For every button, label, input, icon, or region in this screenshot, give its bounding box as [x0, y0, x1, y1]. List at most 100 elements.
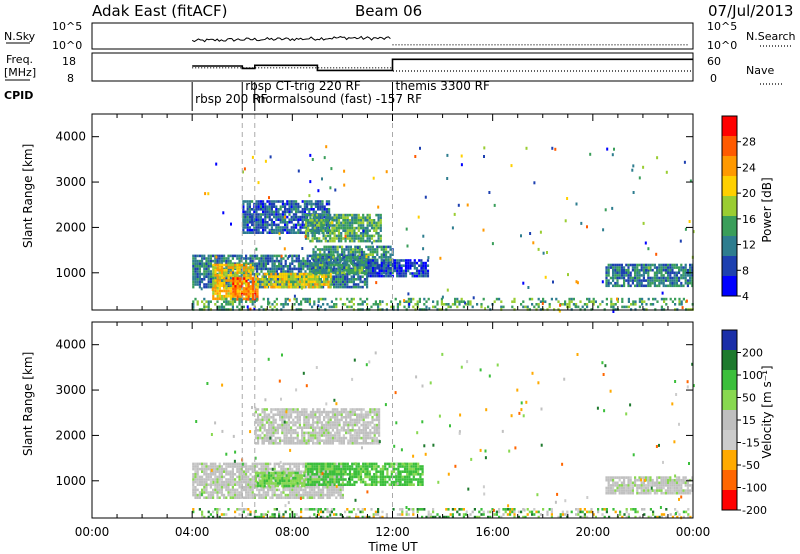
- data-cell-0: [328, 491, 331, 494]
- data-cell-4: [327, 261, 330, 264]
- data-cell-0: [337, 493, 340, 497]
- data-cell-0: [238, 491, 241, 494]
- scatter-cell: [457, 203, 460, 207]
- data-cell-6: [242, 221, 245, 224]
- data-cell-3: [316, 285, 319, 289]
- data-cell-9: [260, 305, 263, 309]
- data-cell-8: [649, 284, 652, 288]
- data-cell-1: [358, 436, 361, 440]
- data-cell-0: [280, 270, 283, 273]
- scatter-cell: [419, 146, 421, 150]
- data-cell-5: [378, 267, 381, 270]
- data-cell-0: [355, 283, 358, 286]
- data-cell-1: [257, 439, 260, 442]
- data-cell-7: [357, 219, 360, 222]
- data-cell-7: [307, 213, 310, 217]
- data-cell-0: [216, 254, 219, 258]
- data-cell-7: [355, 226, 358, 230]
- data-cell-0: [196, 496, 199, 499]
- data-cell-7: [351, 221, 354, 225]
- data-cell-0: [203, 480, 206, 484]
- data-cell-0: [271, 270, 274, 273]
- data-cell-0: [326, 493, 329, 497]
- data-cell-1: [227, 287, 230, 290]
- data-cell-1: [218, 279, 221, 282]
- data-cell-1: [263, 436, 266, 440]
- data-cell-4: [389, 263, 392, 267]
- data-cell-1: [285, 429, 288, 432]
- data-cell-8: [664, 266, 667, 269]
- data-cell-0: [267, 493, 270, 497]
- data-cell-1: [371, 426, 374, 429]
- data-cell-1: [272, 431, 275, 435]
- data-cell-6: [273, 202, 276, 206]
- data-cell-6: [310, 200, 313, 203]
- data-cell-0: [264, 493, 267, 497]
- data-cell-1: [272, 434, 275, 437]
- data-cell-3: [254, 275, 257, 278]
- data-cell-6: [284, 208, 287, 211]
- data-cell-0: [192, 272, 195, 276]
- data-cell-4: [330, 269, 333, 272]
- data-cell-0: [289, 270, 292, 273]
- data-cell-0: [326, 265, 329, 268]
- data-cell-1: [362, 434, 365, 437]
- data-cell-4: [380, 256, 383, 259]
- data-cell-6: [284, 223, 287, 227]
- data-cell-9: [377, 303, 380, 306]
- data-cell-0: [196, 462, 199, 466]
- data-cell-1: [212, 266, 215, 269]
- data-cell-1: [318, 431, 321, 435]
- data-cell-8: [671, 271, 674, 275]
- data-cell-3: [307, 280, 310, 284]
- data-cell-7: [337, 213, 341, 217]
- data-cell-1: [223, 268, 226, 272]
- data-cell-9: [621, 300, 624, 303]
- data-cell-7: [322, 221, 325, 225]
- data-cell-9: [678, 303, 681, 306]
- data-cell-0: [275, 265, 278, 268]
- data-cell-1: [353, 408, 356, 411]
- data-cell-0: [282, 270, 285, 273]
- data-cell-1: [323, 429, 326, 432]
- data-cell-8: [682, 284, 685, 288]
- scatter-cell: [529, 232, 532, 235]
- data-cell-6: [281, 228, 284, 232]
- data-cell-0: [260, 493, 263, 497]
- data-cell-8: [673, 279, 676, 282]
- data-cell-6: [277, 223, 280, 227]
- data-cell-7: [340, 216, 343, 219]
- data-cell-0: [194, 278, 197, 281]
- data-cell-6: [317, 202, 320, 206]
- data-cell-4: [319, 253, 322, 256]
- data-cell-0: [258, 488, 261, 492]
- data-cell-1: [265, 429, 268, 432]
- data-cell-3: [254, 280, 257, 284]
- data-cell-4: [312, 258, 315, 262]
- data-cell-7: [320, 221, 323, 225]
- data-cell-7: [333, 234, 336, 238]
- data-cell-1: [305, 439, 308, 442]
- data-cell-4: [336, 261, 339, 264]
- data-cell-8: [686, 268, 689, 272]
- data-cell-1: [329, 423, 332, 427]
- data-cell-9: [537, 297, 540, 301]
- data-cell-1: [287, 410, 290, 414]
- data-cell-0: [253, 265, 256, 268]
- data-cell-1: [283, 418, 286, 422]
- data-cell-0: [271, 254, 274, 258]
- data-cell-1: [362, 429, 365, 432]
- data-cell-0: [289, 265, 292, 268]
- data-cell-6: [301, 231, 304, 234]
- data-cell-0: [227, 462, 230, 466]
- scatter-cell: [551, 146, 554, 150]
- data-cell-0: [194, 493, 197, 497]
- data-cell-6: [286, 231, 289, 234]
- data-cell-0: [242, 462, 245, 466]
- data-cell-2: [252, 298, 255, 301]
- data-cell-5: [415, 267, 419, 270]
- data-cell-1: [214, 284, 217, 288]
- data-cell-4: [385, 253, 388, 256]
- data-cell-1: [218, 274, 221, 277]
- data-cell-1: [229, 266, 232, 269]
